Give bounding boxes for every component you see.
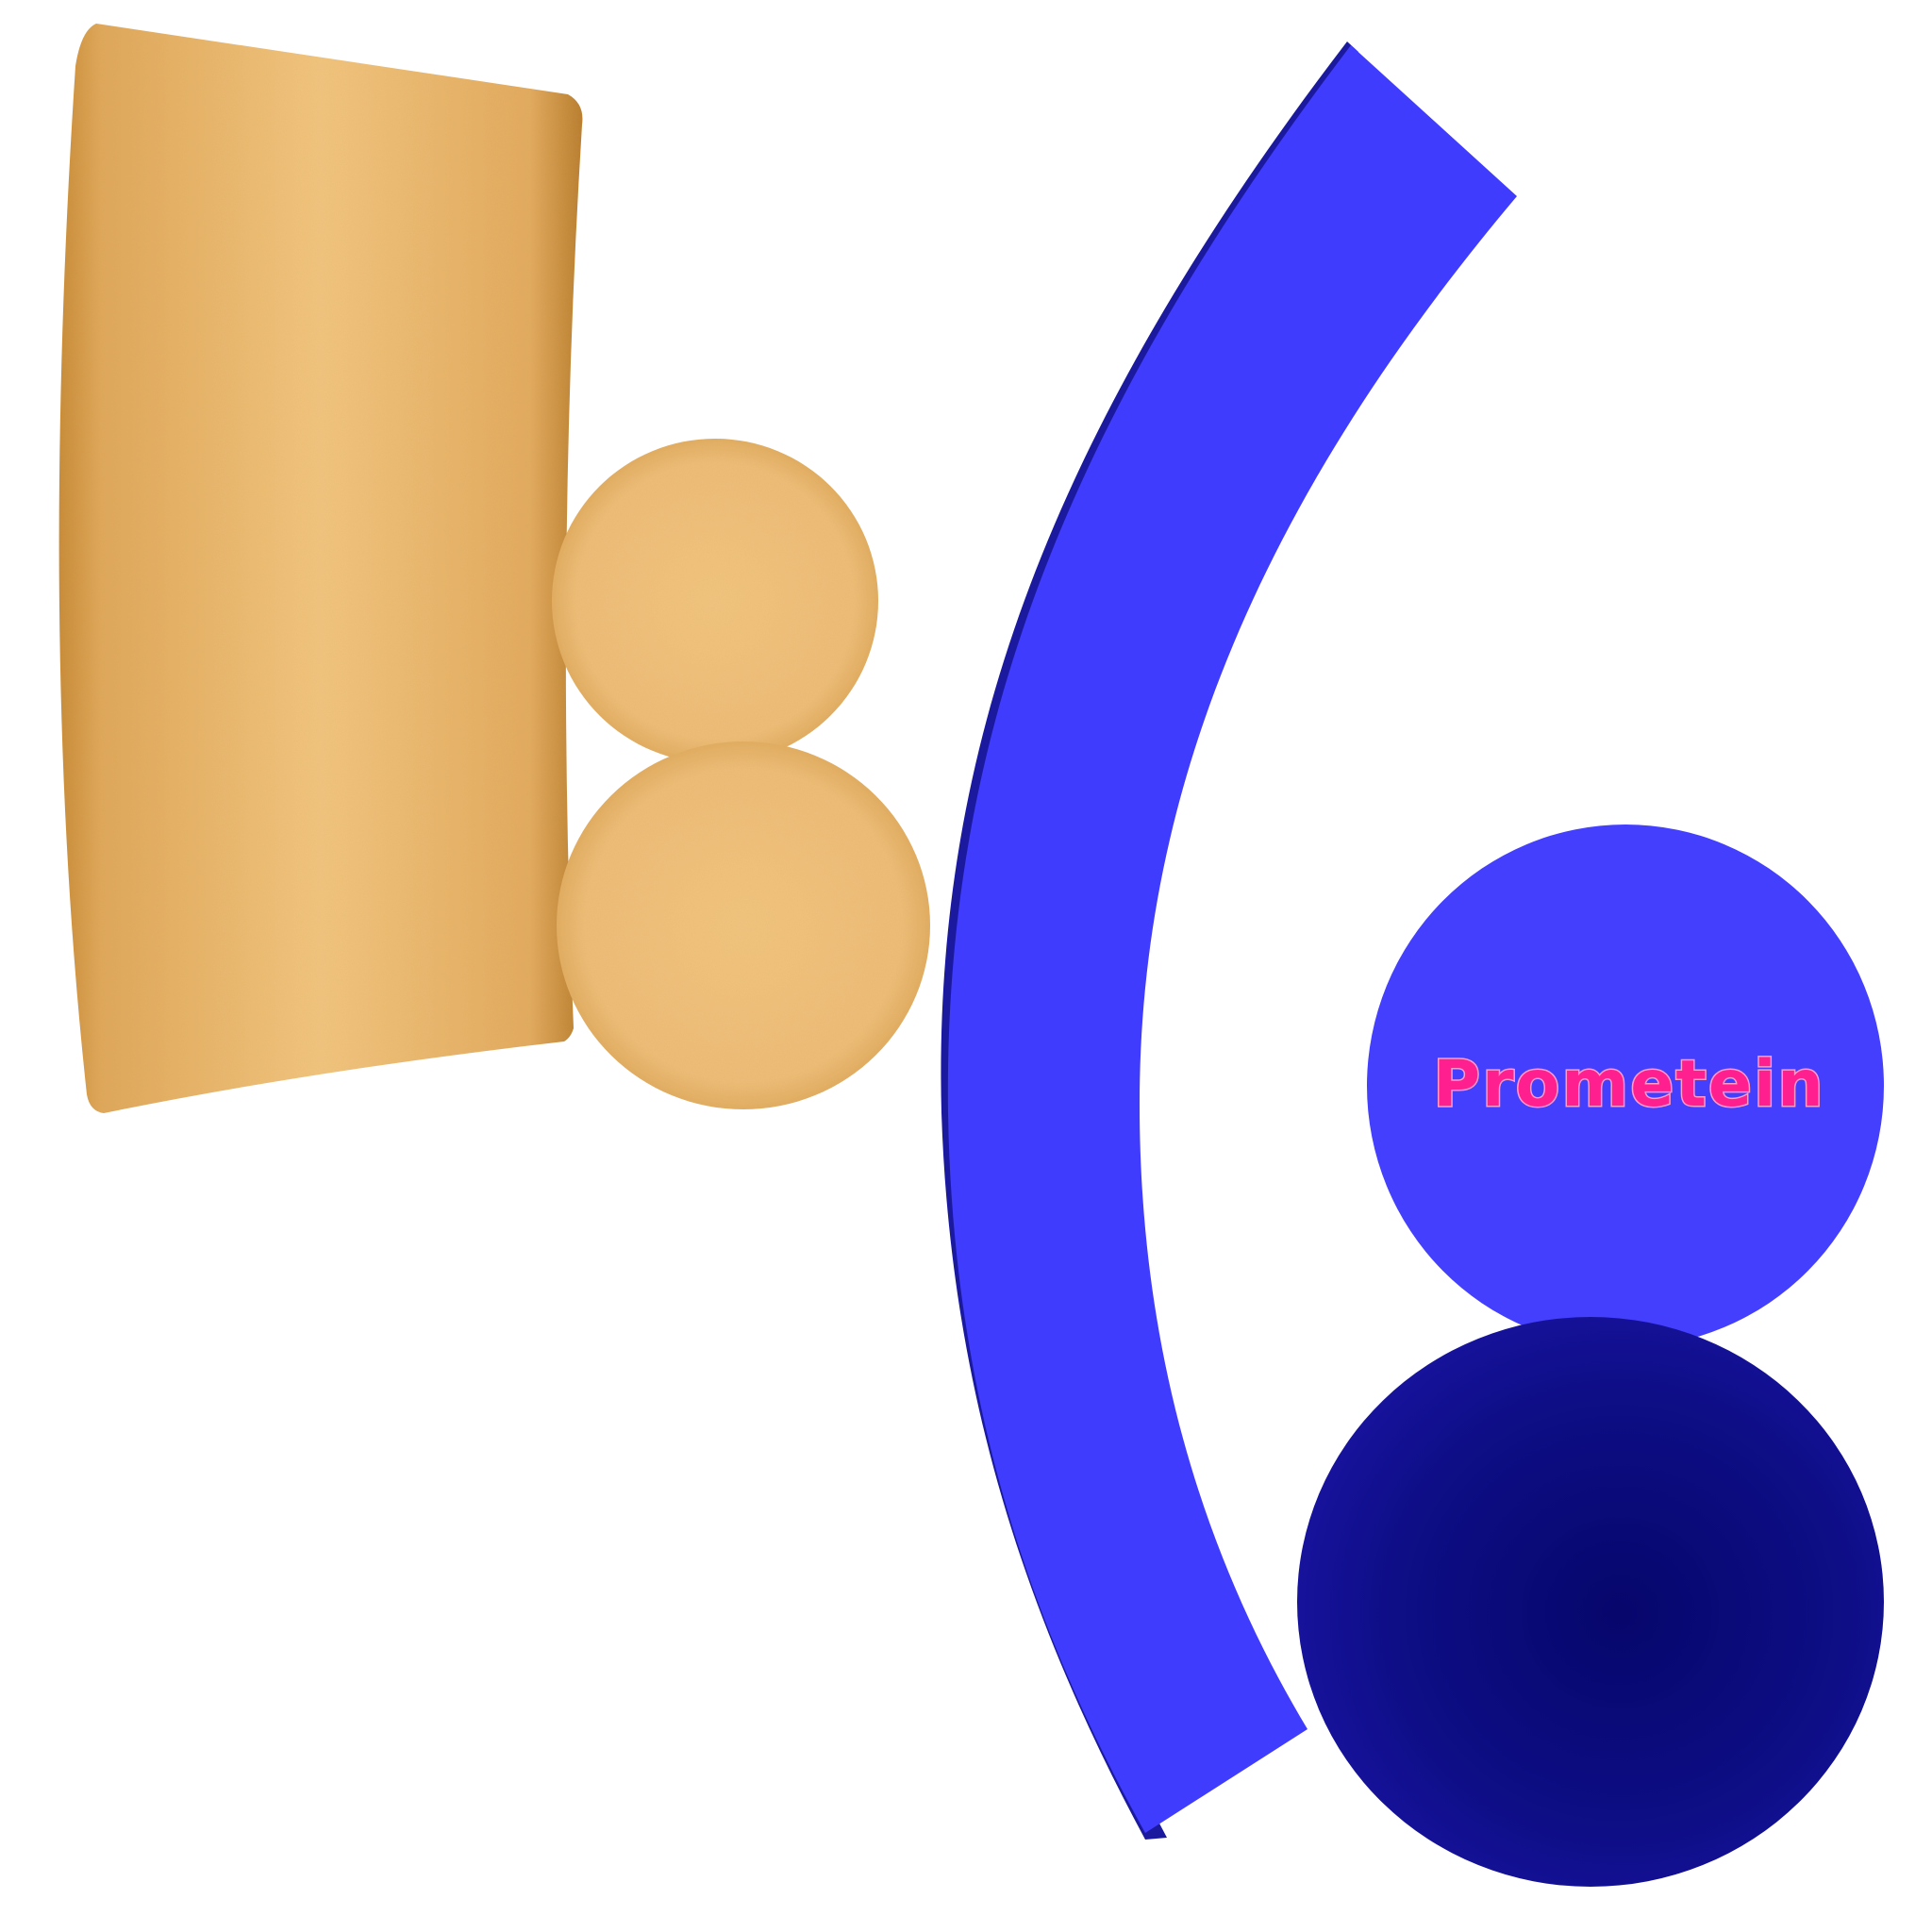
navy-circle — [1297, 1317, 1884, 1887]
blue-label-circle — [1367, 824, 1884, 1347]
gold-panel — [58, 24, 583, 1113]
blue-arc — [947, 45, 1517, 1833]
gold-circle-lower — [557, 741, 930, 1109]
prometein-label: Prometein — [1433, 1047, 1824, 1122]
gold-circle-upper — [552, 439, 878, 763]
